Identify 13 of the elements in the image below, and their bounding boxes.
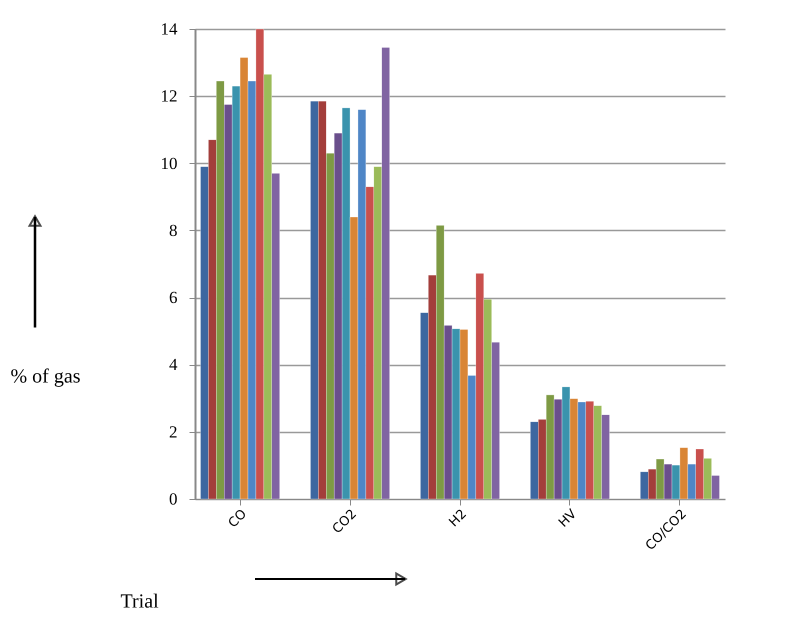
y-tick-label: 14 [160, 20, 178, 38]
x-tick-label: H2 [446, 506, 470, 530]
y-tick-label: 8 [169, 220, 178, 240]
x-tick-label: CO [226, 506, 250, 532]
y-axis-title: % of gas [10, 366, 81, 388]
y-tick-label: 6 [169, 288, 178, 308]
y-tick-label: 10 [160, 154, 178, 173]
x-axis-title: Trial [120, 590, 160, 612]
y-tick-label: 12 [160, 86, 178, 106]
x-tick-label: HV [556, 506, 580, 531]
y-tick-label: 4 [169, 355, 178, 374]
y-tick-label: 2 [169, 422, 178, 442]
y-tick-label: 0 [169, 490, 178, 508]
